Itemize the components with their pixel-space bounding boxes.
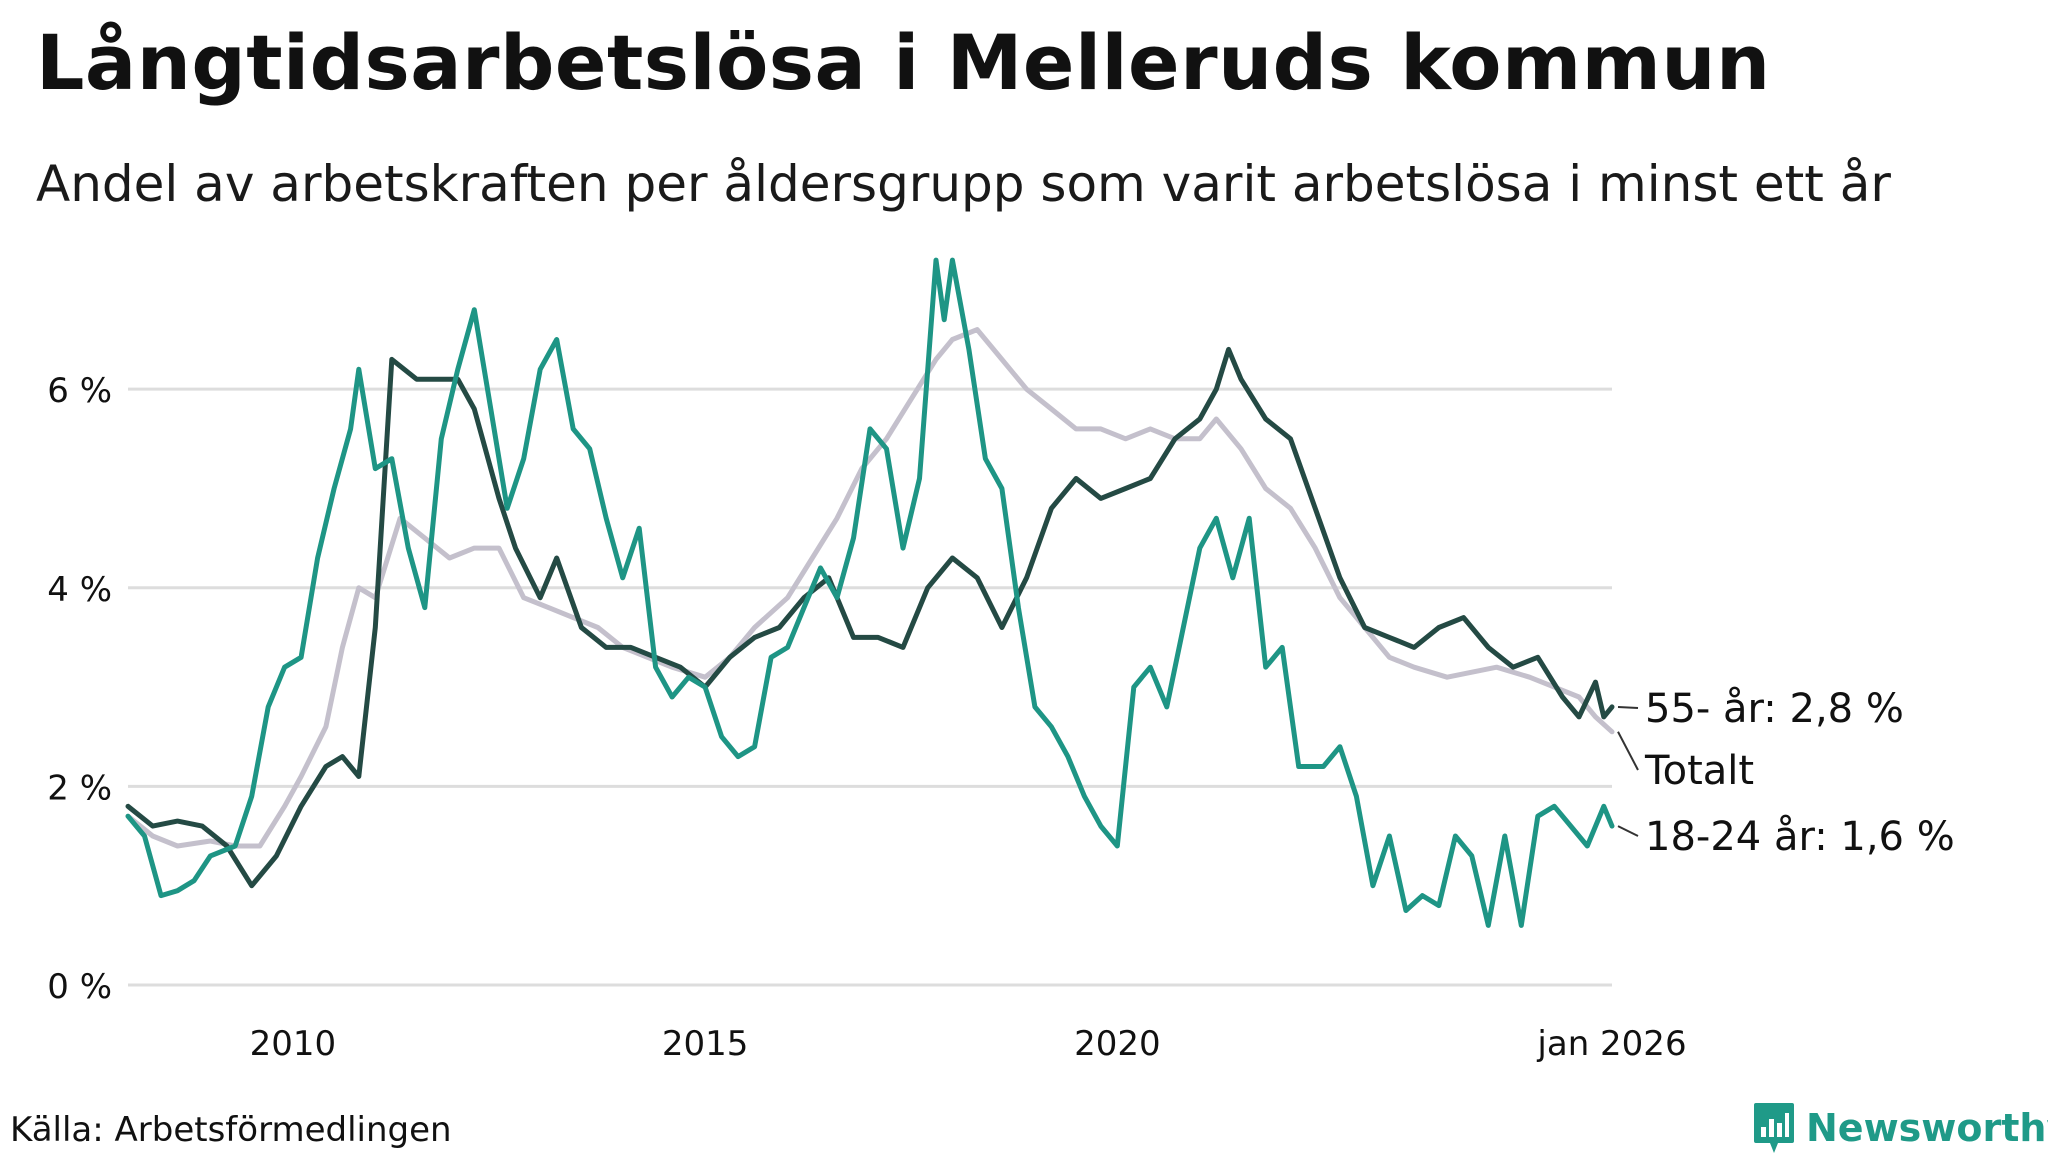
chart-title: Långtidsarbetslösa i Melleruds kommun xyxy=(36,18,1771,107)
series-line-1 xyxy=(125,346,1615,889)
series-end-label: Totalt xyxy=(1644,748,1754,794)
label-leader xyxy=(1617,705,1639,709)
chart-subtitle: Andel av arbetskraften per åldersgrupp s… xyxy=(36,155,1891,213)
y-tick-label: 2 % xyxy=(47,768,112,808)
series-end-label: 55- år: 2,8 % xyxy=(1645,686,1904,732)
series-end-label: 18-24 år: 1,6 % xyxy=(1645,814,1955,860)
series-line-2 xyxy=(125,257,1615,928)
x-tick-label: jan 2026 xyxy=(1536,1024,1686,1064)
x-tick-label: 2015 xyxy=(662,1024,749,1064)
y-tick-label: 6 % xyxy=(47,371,112,411)
y-tick-label: 4 % xyxy=(47,570,112,610)
label-leader xyxy=(1617,825,1639,837)
series-labels: Totalt 55- år: 2,8 % 18-24 år: 1,6 % xyxy=(1617,686,1955,860)
series xyxy=(125,257,1615,928)
brand-logo[interactable]: Newsworthy xyxy=(1752,1098,2048,1158)
newsworthy-logo-icon xyxy=(1754,1103,1794,1153)
x-tick-label: 2010 xyxy=(250,1024,337,1064)
source-note: Källa: Arbetsförmedlingen xyxy=(10,1110,452,1150)
y-tick-label: 0 % xyxy=(47,967,112,1007)
axes: 0 % 2 % 4 % 6 % 2010 2015 2020 jan 2026 xyxy=(47,371,1686,1064)
grid xyxy=(128,387,1612,987)
brand-name: Newsworthy xyxy=(1806,1106,2048,1150)
x-tick-label: 2020 xyxy=(1074,1024,1161,1064)
label-leader xyxy=(1617,731,1639,771)
